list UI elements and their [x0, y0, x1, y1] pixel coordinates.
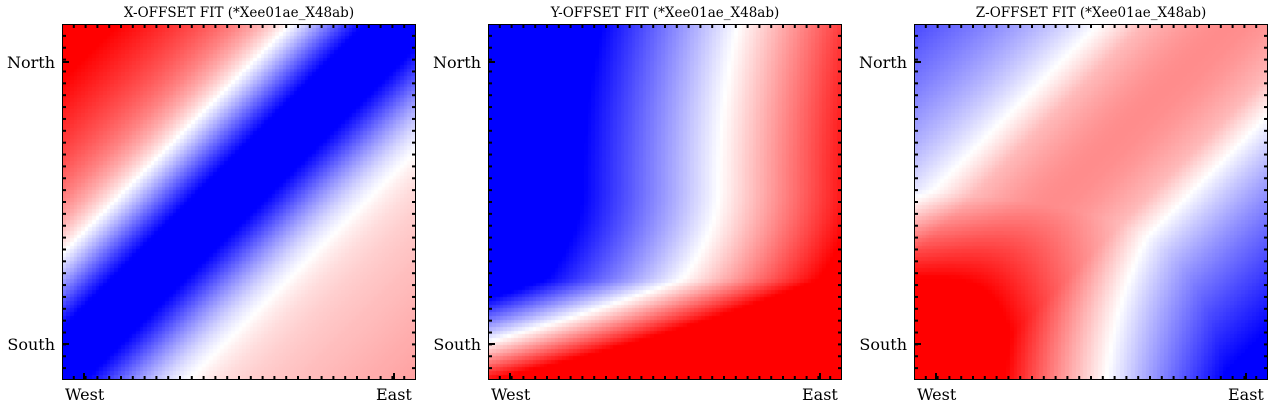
y-tick-label-south: South	[7, 335, 55, 354]
heatmap-image	[63, 25, 415, 379]
heatmap-image	[915, 25, 1267, 379]
y-tick-label-north: North	[858, 53, 907, 72]
heatmap-plot-area	[488, 24, 842, 380]
axis-ticks	[62, 24, 416, 380]
x-tick-label-west: West	[65, 385, 105, 404]
heatmap-plot-area	[62, 24, 416, 380]
y-tick-label-north: North	[6, 53, 55, 72]
chart-panel-x-offset: X-OFFSET FIT (*Xee01ae_X48ab) North Sout…	[0, 0, 416, 411]
chart-title: Z-OFFSET FIT (*Xee01ae_X48ab)	[975, 5, 1207, 21]
y-tick-label-north: North	[432, 53, 481, 72]
x-tick-label-east: East	[1228, 385, 1264, 404]
x-tick-label-east: East	[802, 385, 838, 404]
x-tick-label-east: East	[376, 385, 412, 404]
chart-panel-y-offset: Y-OFFSET FIT (*Xee01ae_X48ab) North Sout…	[0, 0, 842, 411]
chart-title: X-OFFSET FIT (*Xee01ae_X48ab)	[123, 5, 355, 21]
y-tick-label-south: South	[433, 335, 481, 354]
x-tick-label-west: West	[917, 385, 957, 404]
chart-title: Y-OFFSET FIT (*Xee01ae_X48ab)	[550, 5, 780, 21]
heatmap-plot-area	[914, 24, 1268, 380]
axis-ticks	[914, 24, 1268, 380]
y-tick-label-south: South	[859, 335, 907, 354]
heatmap-image	[489, 25, 841, 379]
axis-ticks	[488, 24, 842, 380]
x-tick-label-west: West	[491, 385, 531, 404]
